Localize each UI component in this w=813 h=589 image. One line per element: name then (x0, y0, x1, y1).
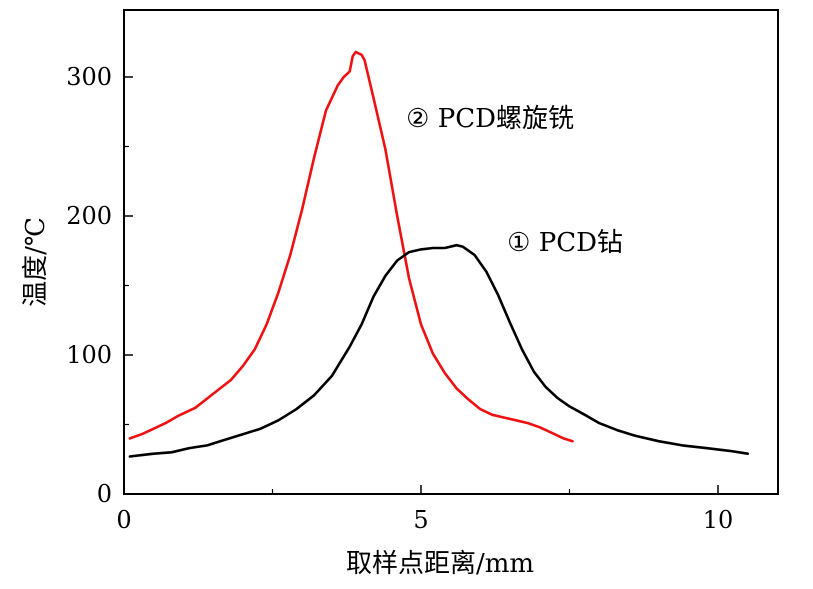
y-tick-label: 200 (66, 202, 112, 230)
series-lines (128, 50, 750, 458)
plot-frame (123, 9, 779, 495)
y-tick-label: 300 (66, 63, 112, 91)
series-label-2: ① PCD钻 (507, 228, 623, 258)
series-label-1: ② PCD螺旋铣 (406, 104, 574, 134)
x-tick-label: 5 (413, 506, 428, 534)
y-tick-label: 0 (97, 480, 112, 508)
y-axis-title: 温度/℃ (21, 217, 51, 307)
y-tick-label: 100 (66, 341, 112, 369)
x-axis-title: 取样点距离/mm (346, 549, 534, 579)
series-line-1 (128, 50, 574, 443)
series-labels: ② PCD螺旋铣 ① PCD钻 (406, 104, 623, 258)
x-tick-label: 10 (703, 506, 734, 534)
x-tick-label: 0 (116, 506, 131, 534)
axis-ticks (123, 76, 719, 495)
series-line-2 (128, 243, 750, 458)
